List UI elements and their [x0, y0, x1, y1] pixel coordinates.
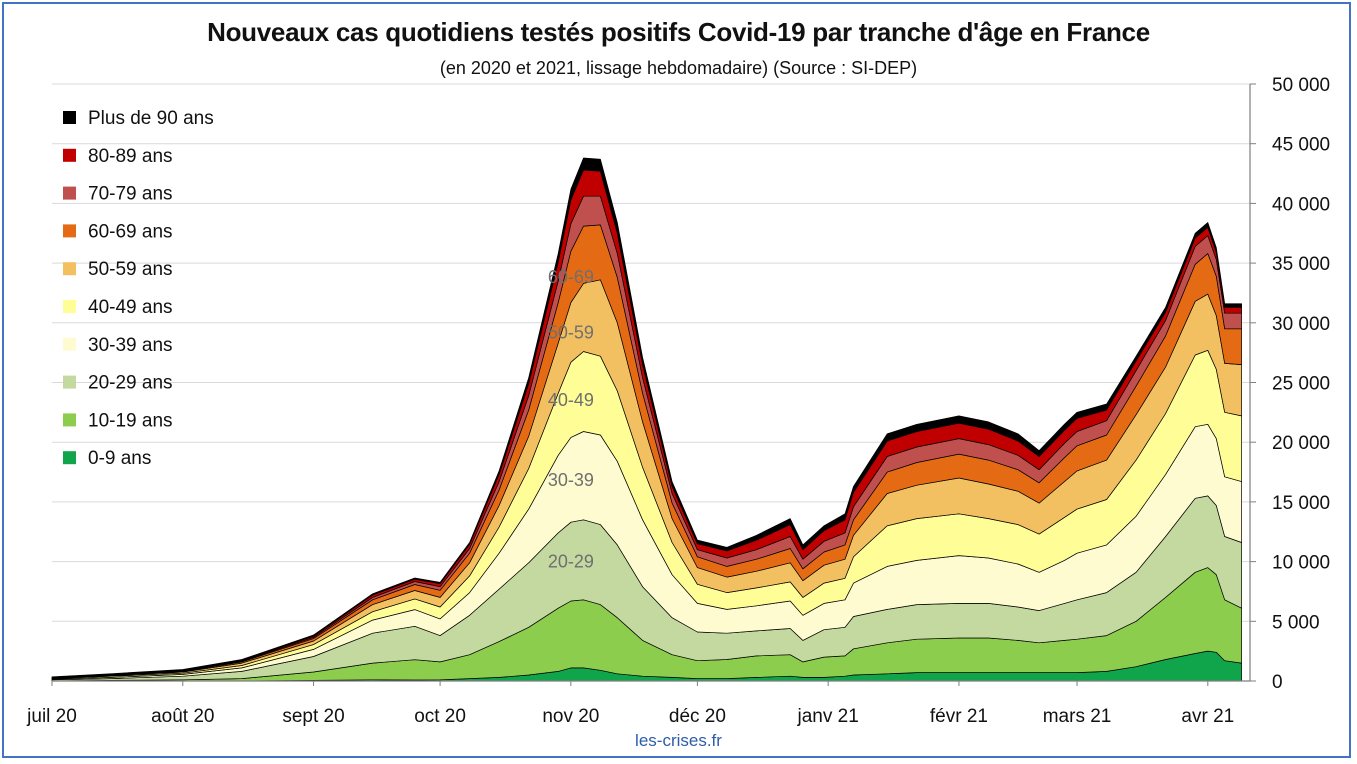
- legend-label: 0-9 ans: [88, 448, 151, 469]
- legend-swatch: [63, 300, 76, 313]
- legend-label: 70-79 ans: [88, 184, 173, 205]
- x-axis-tick-labels: juil 20 août 20 sept 20 oct 20 nov 20 déc 20 j…: [26, 706, 1234, 727]
- chart-subtitle: (en 2020 et 2021, lissage hebdomadaire) …: [439, 58, 918, 78]
- y-tick-label: 30 000: [1272, 314, 1330, 335]
- legend-swatch: [63, 148, 76, 162]
- y-tick-label: 40 000: [1272, 194, 1330, 215]
- legend-label: 20-29 ans: [88, 373, 173, 394]
- x-tick-label: janv 21: [797, 706, 859, 727]
- legend-swatch: [63, 375, 76, 389]
- inline-label: 30-39: [548, 470, 594, 490]
- x-tick-label: mars 21: [1043, 706, 1112, 727]
- x-tick-label: août 20: [151, 706, 214, 727]
- y-axis-tick-labels: 0 5 000 10 000 15 000 20 000 25 000 30 000 35 0…: [1272, 75, 1330, 693]
- inline-label: 60-69: [548, 267, 594, 287]
- inline-label: 50-59: [548, 322, 594, 342]
- source-label: les-crises.fr: [635, 731, 722, 750]
- inline-series-labels: 20-29 30-39 40-49 50-59 60-69: [548, 267, 594, 572]
- y-tick-label: 50 000: [1272, 75, 1330, 96]
- legend-swatch: [63, 413, 76, 427]
- legend-swatch: [63, 451, 76, 465]
- legend-label: 40-49 ans: [88, 297, 173, 318]
- x-tick-label: oct 20: [414, 706, 466, 727]
- y-tick-label: 45 000: [1272, 135, 1330, 156]
- legend-label: 10-19 ans: [88, 410, 173, 431]
- x-tick-label: déc 20: [669, 706, 726, 727]
- y-tick-label: 15 000: [1272, 493, 1330, 514]
- x-tick-label: juil 20: [26, 706, 77, 727]
- legend-label: 50-59 ans: [88, 259, 173, 280]
- inline-label: 40-49: [548, 390, 594, 410]
- legend-swatch: [63, 262, 76, 276]
- legend-label: 60-69 ans: [88, 221, 173, 242]
- legend-label: 80-89 ans: [88, 146, 173, 167]
- y-tick-label: 5 000: [1272, 612, 1320, 633]
- legend-swatch: [63, 337, 76, 351]
- legend-swatch: [63, 186, 76, 200]
- y-tick-label: 25 000: [1272, 374, 1330, 395]
- axes: [51, 83, 1256, 686]
- legend: Plus de 90 ans 80-89 ans 70-79 ans 60-69 an…: [63, 108, 214, 469]
- legend-swatch: [63, 111, 76, 124]
- x-tick-label: nov 20: [542, 706, 599, 727]
- chart-title: Nouveaux cas quotidiens testés positifs …: [207, 17, 1150, 47]
- y-tick-label: 35 000: [1272, 254, 1330, 275]
- legend-swatch: [63, 224, 76, 238]
- x-tick-label: févr 21: [930, 706, 988, 727]
- y-tick-label: 20 000: [1272, 433, 1330, 454]
- inline-label: 20-29: [548, 552, 594, 572]
- y-tick-label: 0: [1272, 672, 1283, 693]
- stacked-areas: [51, 157, 1242, 682]
- x-tick-label: sept 20: [282, 706, 344, 727]
- legend-label: Plus de 90 ans: [88, 108, 214, 129]
- y-tick-label: 10 000: [1272, 553, 1330, 574]
- area-Plus de 90 ans: [51, 157, 1242, 679]
- x-tick-label: avr 21: [1181, 706, 1234, 727]
- legend-label: 30-39 ans: [88, 335, 173, 356]
